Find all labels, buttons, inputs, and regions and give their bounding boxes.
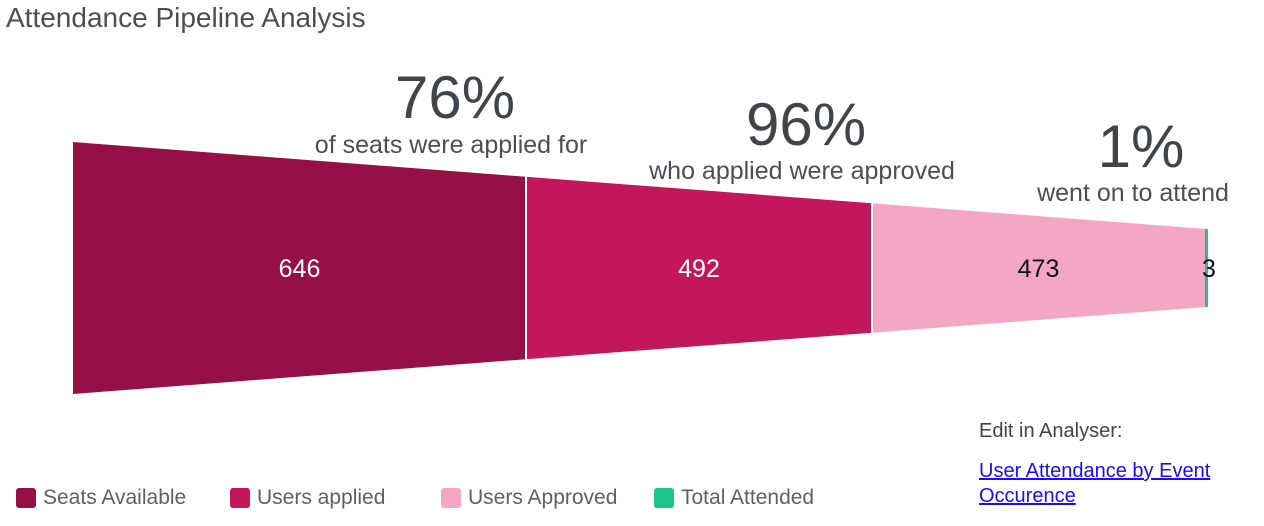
conversion-description: went on to attend (1036, 179, 1229, 207)
legend-swatch (230, 488, 250, 508)
funnel-segment-users-approved[interactable] (872, 203, 1205, 333)
legend-item-users-approved[interactable]: Users Approved (441, 486, 617, 510)
legend-item-seats-available[interactable]: Seats Available (16, 486, 186, 510)
conversion-percent: 76% (395, 64, 515, 131)
legend-item-total-attended[interactable]: Total Attended (654, 486, 814, 510)
legend-label: Users applied (257, 486, 386, 509)
legend-item-users-applied[interactable]: Users applied (230, 486, 385, 510)
legend-swatch (654, 488, 674, 508)
legend: Seats Available Users applied Users Approv… (16, 486, 916, 512)
conversion-description: who applied were approved (648, 157, 955, 185)
conversion-percent: 96% (746, 91, 866, 158)
legend-label: Total Attended (681, 486, 815, 509)
edit-label: Edit in Analyser: (979, 420, 1123, 442)
stage-value-label: 646 (279, 255, 321, 283)
legend-label: Users Approved (468, 486, 618, 509)
edit-in-analyser-link[interactable]: User Attendance by Event Occurence (979, 460, 1211, 507)
funnel-segment-seats-available[interactable] (73, 142, 526, 394)
chart-title: Attendance Pipeline Analysis (6, 2, 366, 33)
stage-value-label: 473 (1018, 255, 1060, 283)
funnel-segment-users-applied[interactable] (526, 176, 872, 360)
stage-value-label: 492 (678, 255, 720, 283)
legend-swatch (441, 488, 461, 508)
funnel-segment-total-attended[interactable] (1205, 228, 1208, 308)
stage-value-label: 3 (1202, 255, 1216, 283)
legend-label: Seats Available (43, 486, 187, 509)
conversion-description: of seats were applied for (315, 131, 587, 159)
conversion-percent: 1% (1098, 113, 1185, 180)
legend-swatch (16, 488, 36, 508)
